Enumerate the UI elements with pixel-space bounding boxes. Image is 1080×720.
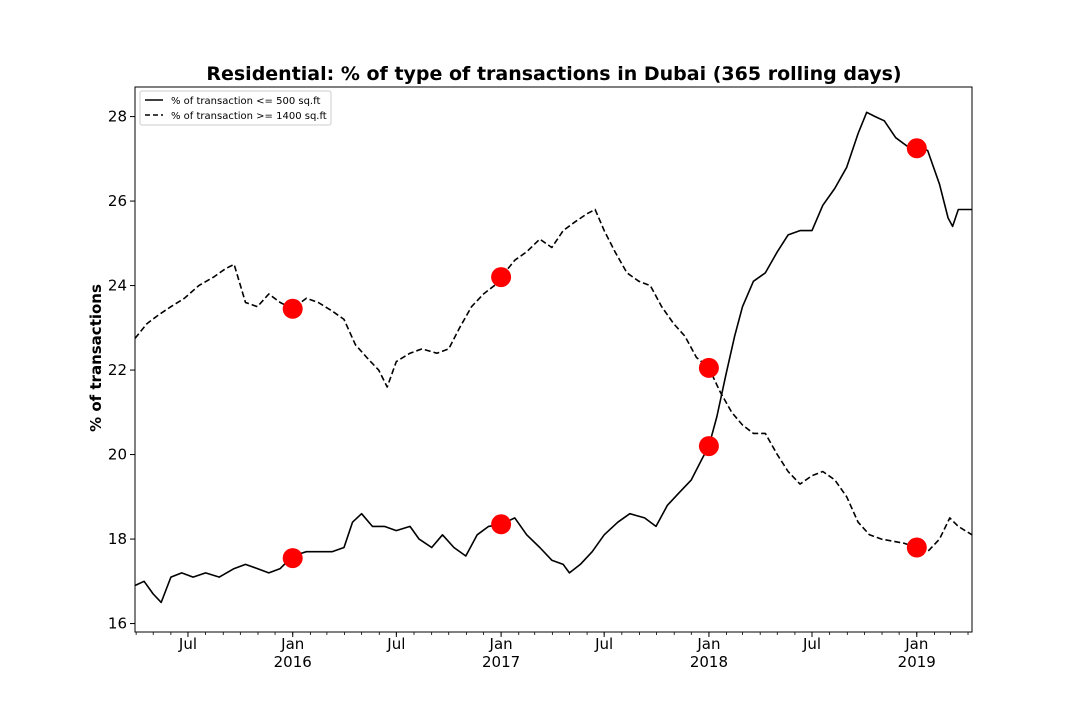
y-tick-label: 28 bbox=[108, 108, 127, 126]
highlight-marker-3 bbox=[491, 514, 512, 535]
x-tick-label: Jan bbox=[904, 635, 928, 653]
x-tick-label: Jan bbox=[280, 635, 304, 653]
y-tick-label: 20 bbox=[108, 446, 127, 464]
x-tick-label: Jul bbox=[386, 635, 405, 653]
x-tick-label: Jan bbox=[489, 635, 513, 653]
x-tick-label: Jul bbox=[178, 635, 197, 653]
series-line-2 bbox=[134, 208, 973, 553]
highlight-marker-8 bbox=[906, 138, 927, 159]
y-axis: 16 18 20 22 24 26 28 bbox=[108, 108, 135, 633]
highlight-marker-1 bbox=[282, 548, 303, 569]
x-tick-year-label: 2018 bbox=[690, 653, 728, 671]
highlight-marker-5 bbox=[698, 436, 719, 457]
y-tick-label: 18 bbox=[108, 530, 127, 548]
y-tick-label: 16 bbox=[108, 615, 127, 633]
highlight-marker-4 bbox=[491, 267, 512, 288]
x-tick-label: Jul bbox=[802, 635, 821, 653]
chart-title: Residential: % of type of transactions i… bbox=[206, 63, 901, 85]
highlight-marker-7 bbox=[906, 537, 927, 558]
plot-frame bbox=[134, 86, 973, 633]
x-tick-year-label: 2019 bbox=[898, 653, 936, 671]
y-axis-label: % of transactions bbox=[87, 284, 105, 432]
legend-box bbox=[139, 90, 332, 126]
y-tick-label: 24 bbox=[108, 277, 127, 295]
series-line-1 bbox=[134, 111, 972, 604]
x-tick-label: Jul bbox=[594, 635, 613, 653]
legend: % of transaction <= 500 sq.ft % of trans… bbox=[139, 90, 332, 126]
x-tick-label: Jan bbox=[696, 635, 720, 653]
legend-label-series-1: % of transaction <= 500 sq.ft bbox=[171, 96, 320, 107]
x-tick-year-label: 2017 bbox=[482, 653, 520, 671]
y-tick-label: 26 bbox=[108, 192, 127, 210]
highlight-marker-6 bbox=[698, 357, 719, 378]
highlight-marker-2 bbox=[282, 298, 303, 319]
legend-label-series-2: % of transaction >= 1400 sq.ft bbox=[171, 111, 327, 122]
plot-area bbox=[134, 111, 973, 604]
y-tick-label: 22 bbox=[108, 361, 127, 379]
x-tick-year-label: 2016 bbox=[274, 653, 312, 671]
